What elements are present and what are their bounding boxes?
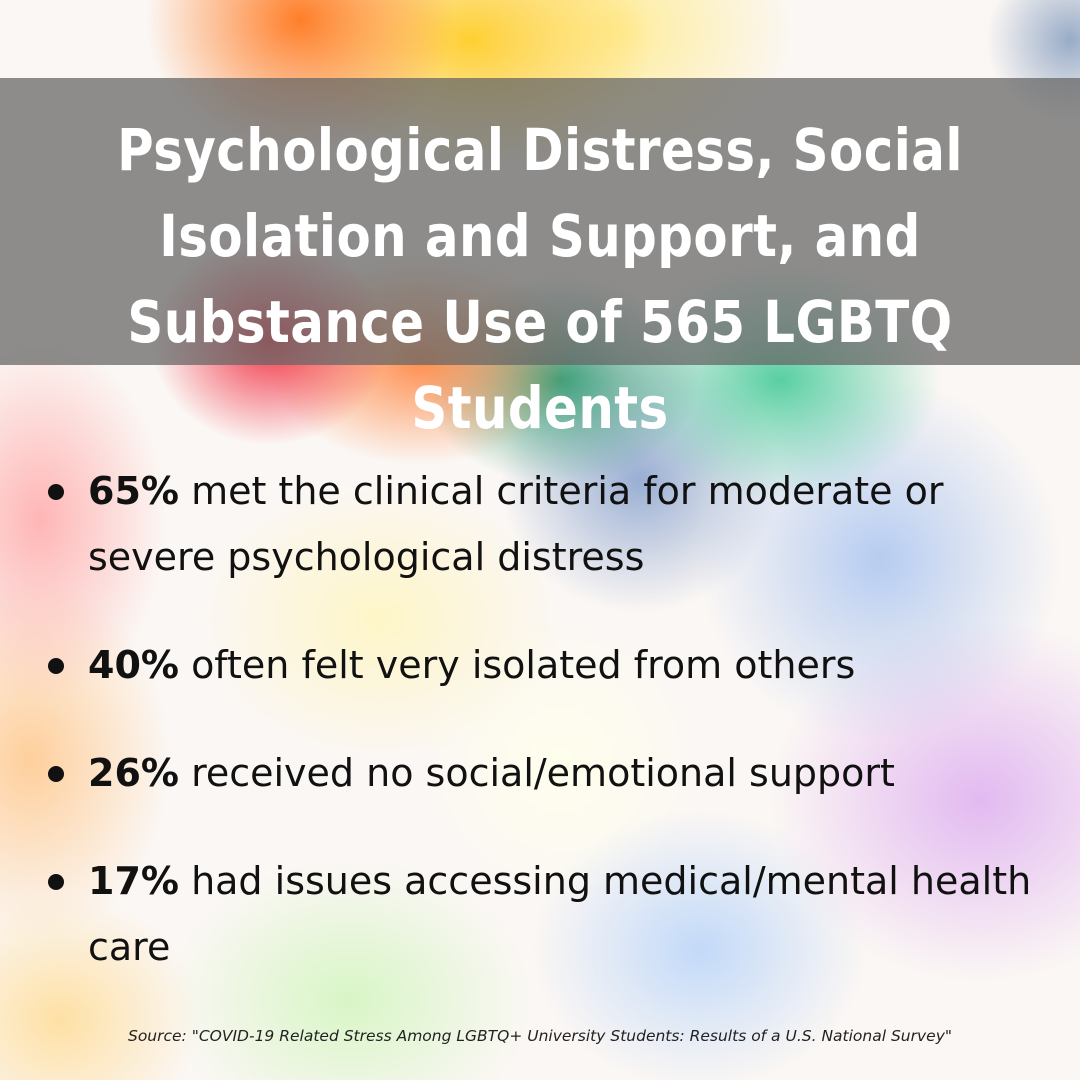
stat-percent: 17% [88,859,179,903]
stat-text: met the clinical criteria for moderate o… [88,469,944,579]
bullet-icon [48,484,64,500]
stat-text: received no social/emotional support [191,751,895,795]
bullet-icon [48,874,64,890]
source-citation: Source: "COVID-19 Related Stress Among L… [127,1027,953,1045]
stat-item: 65% met the clinical criteria for modera… [42,458,1042,590]
stat-item: 40% often felt very isolated from others [42,632,1042,698]
stat-text: had issues accessing medical/mental heal… [88,859,1032,969]
stat-item: 17% had issues accessing medical/mental … [42,848,1042,980]
stats-list: 65% met the clinical criteria for modera… [42,458,1042,980]
stat-percent: 26% [88,751,179,795]
title-banner [0,78,1080,365]
stat-text: often felt very isolated from others [191,643,856,687]
stat-percent: 40% [88,643,179,687]
bullet-icon [48,658,64,674]
bullet-icon [48,766,64,782]
stat-percent: 65% [88,469,179,513]
page-title: Psychological Distress, Social Isolation… [117,116,963,442]
stat-item: 26% received no social/emotional support [42,740,1042,806]
